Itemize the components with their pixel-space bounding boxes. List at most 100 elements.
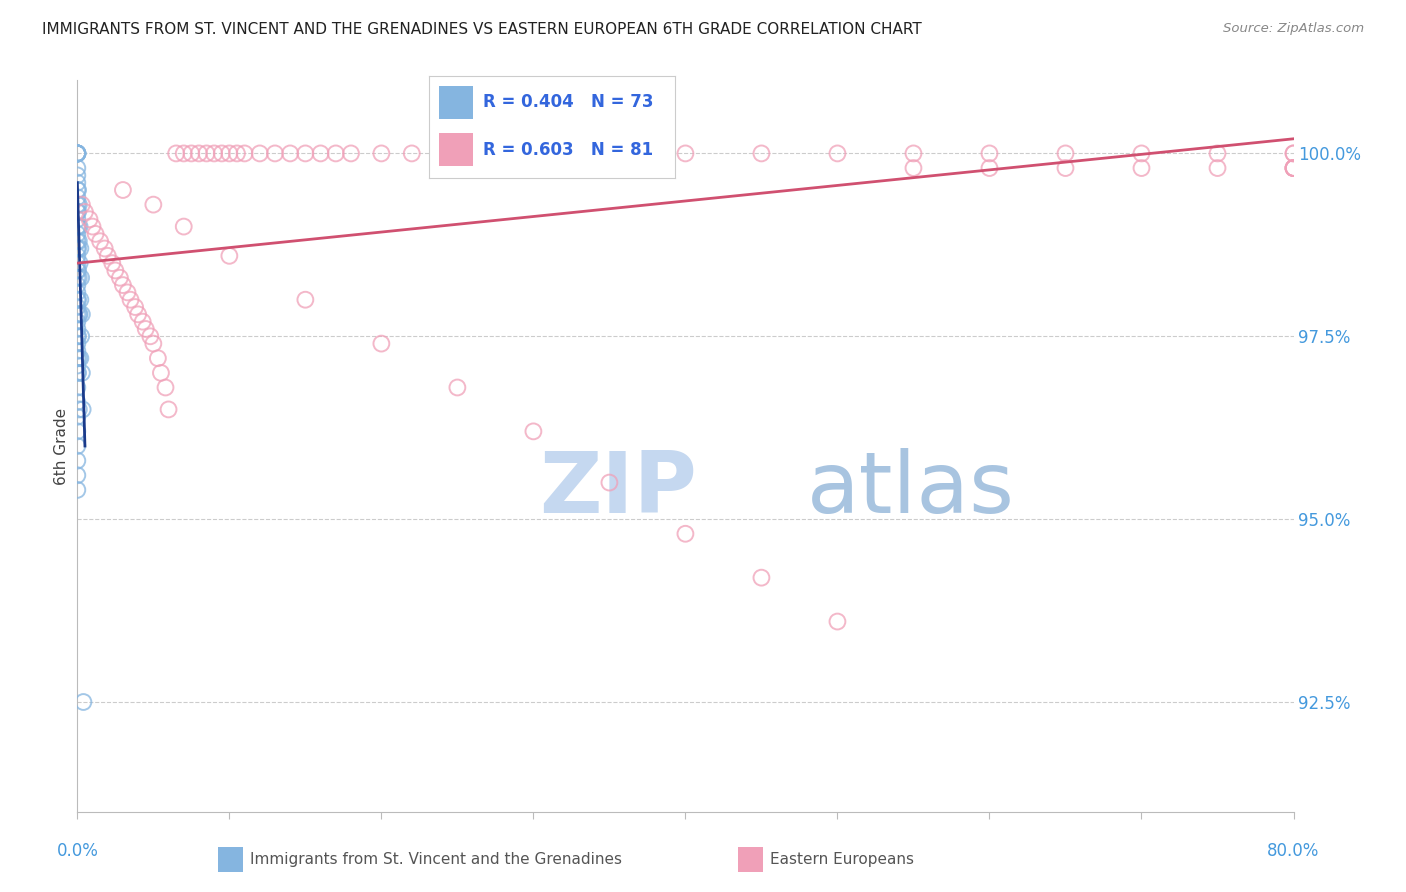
Point bbox=[66, 395, 89, 409]
Point bbox=[69, 293, 91, 307]
Point bbox=[67, 307, 90, 321]
Point bbox=[69, 242, 91, 256]
Point bbox=[249, 146, 271, 161]
Point bbox=[97, 249, 120, 263]
Point bbox=[66, 161, 89, 175]
Point bbox=[66, 197, 89, 211]
Point bbox=[66, 380, 89, 394]
Point bbox=[67, 183, 90, 197]
Point bbox=[67, 351, 90, 366]
Point bbox=[325, 146, 347, 161]
Point bbox=[165, 146, 187, 161]
Point bbox=[70, 197, 93, 211]
Point bbox=[1282, 161, 1305, 175]
Point bbox=[66, 293, 89, 307]
Point bbox=[66, 336, 89, 351]
Point bbox=[66, 278, 89, 293]
Point bbox=[446, 146, 468, 161]
Point bbox=[66, 256, 89, 270]
Point bbox=[309, 146, 332, 161]
Point bbox=[340, 146, 363, 161]
Point bbox=[1282, 161, 1305, 175]
Point bbox=[66, 212, 89, 227]
Point bbox=[67, 234, 90, 248]
Point bbox=[446, 380, 468, 394]
Point bbox=[120, 293, 142, 307]
Point bbox=[66, 343, 89, 358]
Point bbox=[66, 315, 89, 329]
Point bbox=[93, 242, 115, 256]
Text: atlas: atlas bbox=[807, 449, 1015, 532]
Point bbox=[66, 483, 89, 497]
Point bbox=[751, 571, 773, 585]
Point bbox=[675, 146, 697, 161]
Bar bbox=[439, 87, 472, 119]
Point bbox=[108, 270, 131, 285]
Point bbox=[195, 146, 218, 161]
Text: Eastern Europeans: Eastern Europeans bbox=[770, 853, 914, 867]
Point bbox=[66, 176, 89, 190]
Point bbox=[69, 219, 91, 234]
Point bbox=[522, 425, 544, 439]
Point bbox=[70, 329, 93, 343]
Point bbox=[146, 351, 169, 366]
Point bbox=[73, 205, 96, 219]
Point bbox=[70, 307, 93, 321]
Point bbox=[66, 146, 89, 161]
Point bbox=[79, 212, 101, 227]
Point bbox=[66, 146, 89, 161]
Point bbox=[66, 329, 89, 343]
Point bbox=[370, 146, 392, 161]
Point bbox=[66, 146, 89, 161]
Text: 0.0%: 0.0% bbox=[56, 842, 98, 860]
Point bbox=[66, 409, 89, 424]
Point bbox=[149, 366, 172, 380]
Point bbox=[66, 234, 89, 248]
Point bbox=[66, 146, 89, 161]
Point bbox=[67, 242, 90, 256]
Point bbox=[173, 146, 195, 161]
Point bbox=[124, 300, 146, 314]
Point bbox=[70, 270, 93, 285]
Point bbox=[226, 146, 249, 161]
Point bbox=[66, 300, 89, 314]
Point bbox=[264, 146, 287, 161]
Point bbox=[218, 249, 240, 263]
Point bbox=[644, 146, 666, 161]
Point bbox=[67, 329, 90, 343]
Point bbox=[979, 146, 1001, 161]
Point bbox=[66, 270, 89, 285]
Point bbox=[1054, 146, 1077, 161]
Point bbox=[82, 219, 104, 234]
Text: R = 0.603   N = 81: R = 0.603 N = 81 bbox=[484, 141, 652, 159]
Point bbox=[827, 615, 849, 629]
Point bbox=[67, 270, 90, 285]
Point bbox=[69, 351, 91, 366]
Point bbox=[979, 161, 1001, 175]
Point bbox=[66, 190, 89, 204]
Point bbox=[67, 219, 90, 234]
Point bbox=[522, 146, 544, 161]
Y-axis label: 6th Grade: 6th Grade bbox=[53, 408, 69, 484]
Point bbox=[1130, 161, 1153, 175]
Point bbox=[66, 205, 89, 219]
Point bbox=[111, 183, 134, 197]
Point bbox=[69, 307, 91, 321]
Point bbox=[139, 329, 162, 343]
Point bbox=[173, 219, 195, 234]
Point bbox=[66, 322, 89, 336]
Point bbox=[155, 380, 177, 394]
Point bbox=[1282, 146, 1305, 161]
Text: R = 0.404   N = 73: R = 0.404 N = 73 bbox=[484, 94, 654, 112]
Point bbox=[180, 146, 202, 161]
Point bbox=[751, 146, 773, 161]
Point bbox=[202, 146, 225, 161]
Point bbox=[127, 307, 149, 321]
Point bbox=[66, 285, 89, 300]
Point bbox=[66, 263, 89, 277]
Point bbox=[294, 146, 316, 161]
Point bbox=[1054, 161, 1077, 175]
Point bbox=[66, 146, 89, 161]
Point bbox=[70, 366, 93, 380]
Point bbox=[278, 146, 301, 161]
